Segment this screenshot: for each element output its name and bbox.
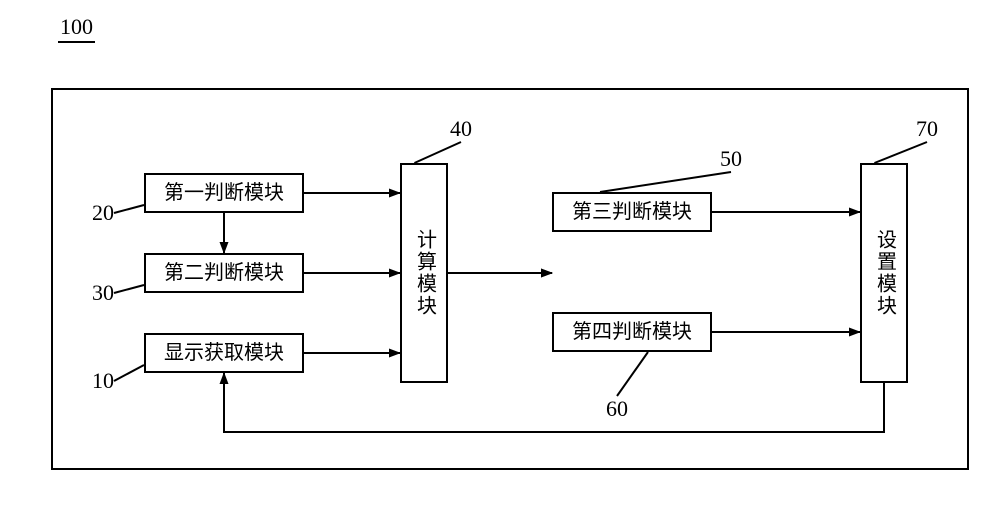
node-60-label: 第四判断模块 [572,322,692,343]
node-70: 设置模块 [860,163,908,383]
node-40: 计算模块 [400,163,448,383]
label-50: 50 [720,146,742,172]
label-20: 20 [92,200,114,226]
node-70-label: 设置模块 [874,229,895,317]
node-30-label: 第二判断模块 [164,263,284,284]
node-50: 第三判断模块 [552,192,712,232]
node-20-label: 第一判断模块 [164,183,284,204]
label-40: 40 [450,116,472,142]
label-10: 10 [92,368,114,394]
node-10: 显示获取模块 [144,333,304,373]
figure-ref-text: 100 [58,14,95,43]
node-40-label: 计算模块 [414,229,435,317]
node-50-label: 第三判断模块 [572,202,692,223]
node-20: 第一判断模块 [144,173,304,213]
label-70: 70 [916,116,938,142]
node-10-label: 显示获取模块 [164,343,284,364]
label-30: 30 [92,280,114,306]
figure-ref-label: 100 [58,14,95,40]
node-30: 第二判断模块 [144,253,304,293]
node-60: 第四判断模块 [552,312,712,352]
diagram-canvas: { "figure": { "ref": "100", "type": "flo… [0,0,1000,512]
label-60: 60 [606,396,628,422]
